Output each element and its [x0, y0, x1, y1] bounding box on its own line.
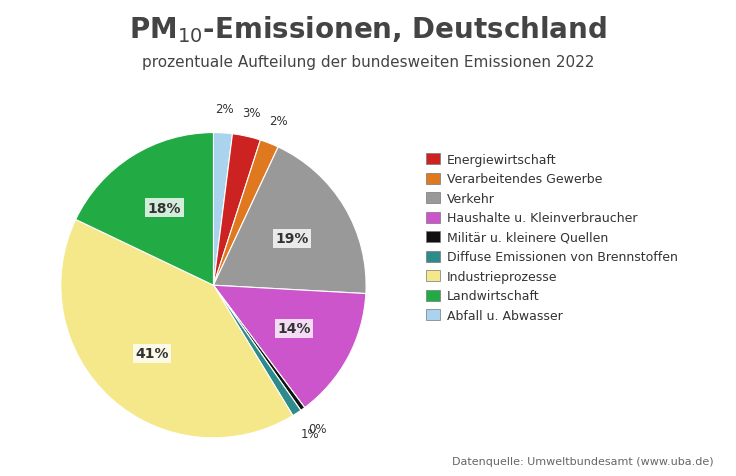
- Text: 3%: 3%: [243, 107, 261, 119]
- Text: 14%: 14%: [277, 322, 311, 336]
- Wedge shape: [213, 148, 366, 294]
- Text: PM$_{10}$-Emissionen, Deutschland: PM$_{10}$-Emissionen, Deutschland: [129, 14, 607, 45]
- Wedge shape: [213, 286, 301, 416]
- Wedge shape: [213, 134, 261, 286]
- Wedge shape: [76, 133, 213, 286]
- Wedge shape: [61, 220, 293, 438]
- Text: 2%: 2%: [269, 115, 288, 128]
- Text: 0%: 0%: [308, 422, 326, 436]
- Text: prozentuale Aufteilung der bundesweiten Emissionen 2022: prozentuale Aufteilung der bundesweiten …: [142, 55, 594, 69]
- Text: 41%: 41%: [135, 347, 169, 360]
- Text: 2%: 2%: [215, 103, 234, 116]
- Text: Datenquelle: Umweltbundesamt (www.uba.de): Datenquelle: Umweltbundesamt (www.uba.de…: [453, 456, 714, 466]
- Wedge shape: [213, 133, 233, 286]
- Text: 18%: 18%: [148, 201, 181, 215]
- Text: 19%: 19%: [275, 232, 308, 246]
- Wedge shape: [213, 141, 278, 286]
- Legend: Energiewirtschaft, Verarbeitendes Gewerbe, Verkehr, Haushalte u. Kleinverbrauche: Energiewirtschaft, Verarbeitendes Gewerb…: [425, 154, 678, 322]
- Wedge shape: [213, 286, 366, 408]
- Text: 1%: 1%: [301, 427, 319, 440]
- Wedge shape: [213, 286, 305, 410]
